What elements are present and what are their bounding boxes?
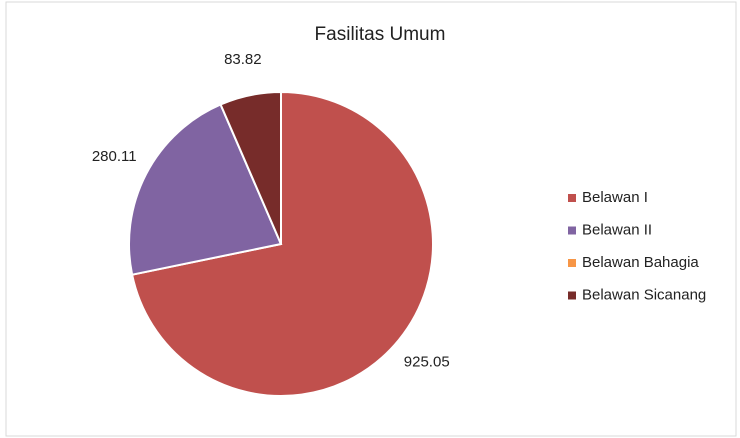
pie-slice bbox=[128, 103, 283, 276]
legend-swatch bbox=[568, 259, 576, 267]
data-label: 83.82 bbox=[224, 51, 262, 68]
pie-slice bbox=[130, 90, 434, 397]
legend-label: Belawan II bbox=[582, 221, 652, 238]
legend-swatch bbox=[568, 226, 576, 235]
data-label: 280.11 bbox=[92, 148, 137, 165]
legend-swatch bbox=[568, 194, 576, 202]
pie-slice bbox=[219, 90, 282, 245]
legend-label: Belawan I bbox=[582, 189, 648, 206]
data-label: 925.05 bbox=[404, 354, 450, 371]
chart-title: Fasilitas Umum bbox=[315, 24, 446, 45]
legend-label: Belawan Bahagia bbox=[582, 254, 699, 271]
legend-swatch bbox=[568, 291, 576, 300]
legend-label: Belawan Sicanang bbox=[582, 286, 706, 303]
